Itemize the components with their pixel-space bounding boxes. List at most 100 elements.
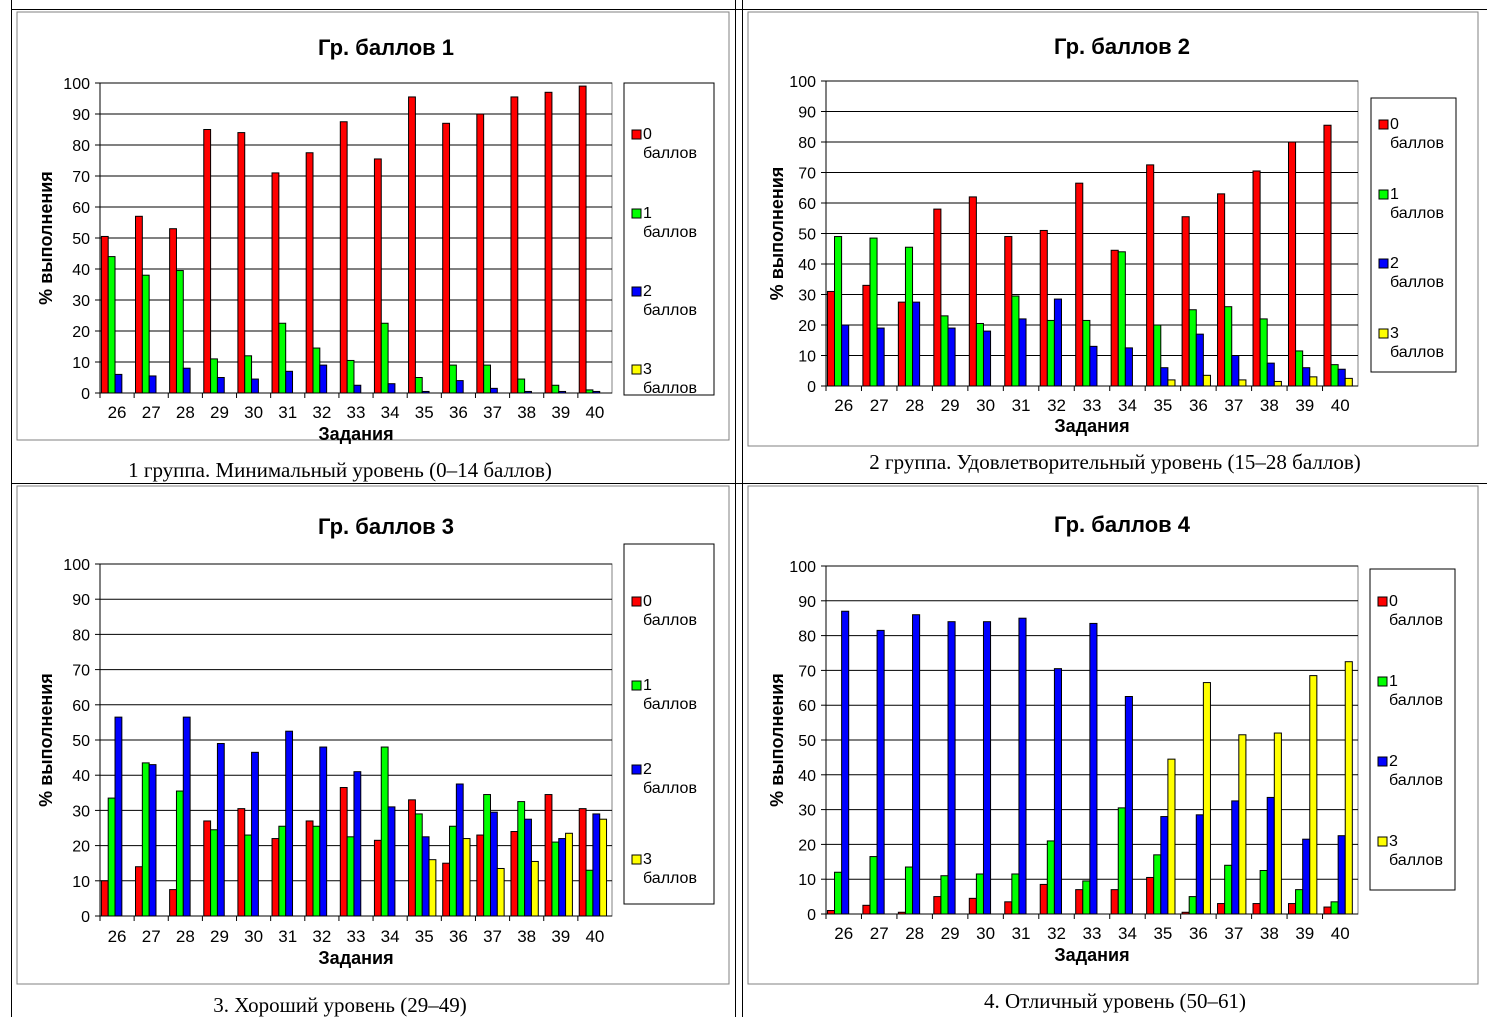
legend-swatch [1378, 258, 1389, 269]
legend-swatch [631, 596, 642, 607]
y-tick-label: 90 [798, 594, 816, 611]
bar [1224, 864, 1233, 915]
bar [285, 370, 294, 394]
legend-label-unit: баллов [1389, 692, 1443, 709]
x-tick-label: 33 [347, 403, 366, 422]
y-tick-label: 80 [72, 138, 90, 155]
legend-swatch [631, 854, 642, 865]
x-tick-label: 29 [941, 396, 960, 415]
bar [510, 96, 519, 394]
x-axis-label: Задания [318, 424, 393, 444]
bar [933, 208, 942, 387]
bar [449, 364, 457, 394]
x-tick-label: 27 [870, 396, 889, 415]
y-tick-label: 50 [72, 733, 90, 750]
bar [1266, 796, 1275, 915]
chart-title: Гр. баллов 2 [1054, 34, 1190, 59]
y-tick-label: 40 [72, 768, 90, 785]
legend-label-number: 1 [1390, 186, 1399, 203]
y-tick-label: 90 [72, 107, 90, 124]
y-axis-label: % выполнения [767, 167, 787, 301]
bar [1167, 379, 1176, 387]
bar [1046, 840, 1055, 915]
bar [203, 129, 212, 394]
bar [947, 327, 956, 387]
bar [876, 327, 885, 387]
bar [1117, 251, 1126, 387]
x-tick-label: 32 [1047, 396, 1066, 415]
legend-label-unit: баллов [1390, 274, 1444, 291]
bar [1266, 362, 1275, 387]
bar [834, 236, 843, 387]
bar [496, 867, 505, 917]
legend-swatch [1378, 189, 1389, 200]
chart-title: Гр. баллов 3 [318, 514, 454, 539]
y-tick-label: 40 [798, 768, 816, 785]
x-tick-label: 40 [1331, 396, 1350, 415]
bar [107, 256, 116, 394]
bar [271, 838, 280, 917]
bar [1181, 911, 1190, 915]
bar [1110, 889, 1119, 915]
bar [1309, 376, 1318, 387]
bar [826, 290, 836, 387]
bar [975, 873, 984, 915]
bar [428, 859, 437, 917]
bar [1252, 903, 1261, 915]
bar [1238, 379, 1247, 387]
bar [442, 862, 451, 917]
legend-label-number: 2 [643, 283, 652, 300]
bar [175, 270, 184, 394]
chart-cell-4: Гр. баллов 4 0 10 20 30 40 50 60 70 80 90 100 26 27 28… [743, 484, 1487, 1017]
bar [237, 808, 246, 917]
bar [826, 910, 836, 915]
bar [1082, 880, 1091, 915]
legend-label-number: 3 [1390, 325, 1399, 342]
bar [237, 132, 246, 394]
bar [1302, 838, 1311, 915]
y-tick-label: 0 [81, 386, 90, 403]
bar [1188, 309, 1197, 387]
bar [1167, 758, 1176, 915]
legend-label-unit: баллов [643, 224, 697, 241]
bar [1089, 622, 1098, 915]
bar [1075, 889, 1084, 915]
x-tick-label: 30 [244, 403, 263, 422]
bar [1217, 903, 1226, 915]
y-tick-label: 60 [798, 196, 816, 213]
bar [346, 359, 355, 394]
x-tick-label: 38 [517, 403, 536, 422]
x-tick-label: 39 [551, 403, 570, 422]
x-tick-label: 40 [585, 403, 604, 422]
legend-label-unit: баллов [643, 696, 697, 713]
x-tick-label: 37 [483, 927, 502, 946]
legend-label-number: 0 [1390, 116, 1399, 133]
bar [251, 751, 259, 917]
legend-label-number: 2 [643, 761, 652, 778]
bar [148, 764, 157, 917]
bar [517, 801, 526, 917]
y-tick-label: 60 [798, 698, 816, 715]
bar [305, 152, 314, 394]
legend-label-unit: баллов [643, 780, 697, 797]
y-tick-label: 20 [798, 837, 816, 854]
bar [373, 839, 382, 917]
bar [592, 390, 601, 394]
bar [1295, 889, 1304, 915]
x-tick-label: 31 [278, 403, 297, 422]
bar [353, 384, 362, 394]
bar [599, 818, 608, 917]
bar [380, 322, 389, 394]
bar [1337, 835, 1346, 915]
bar [912, 614, 921, 915]
y-tick-label: 50 [798, 227, 816, 244]
bar [578, 85, 587, 394]
bar [1273, 732, 1282, 915]
x-axis-label: Задания [1054, 945, 1129, 965]
x-tick-label: 36 [449, 927, 468, 946]
bar [1309, 675, 1318, 915]
x-axis-label: Задания [318, 948, 393, 968]
bar [517, 378, 526, 394]
